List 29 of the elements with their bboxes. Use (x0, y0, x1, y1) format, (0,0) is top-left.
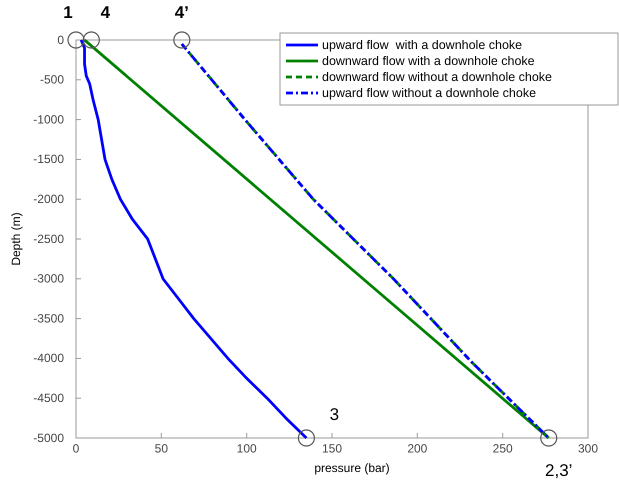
y-tick-label: -3000 (33, 272, 64, 286)
annotation: 4 (100, 3, 111, 22)
annotation: 2,3’ (545, 461, 572, 480)
x-tick-label: 300 (578, 442, 598, 456)
x-tick-label: 0 (72, 442, 80, 456)
y-tick-label: -5000 (33, 430, 64, 445)
legend-label: downward flow without a downhole choke (322, 70, 552, 84)
x-tick-label: 250 (492, 442, 513, 456)
annotation: 3 (330, 405, 340, 424)
x-tick-label: 200 (407, 442, 428, 456)
y-tick-label: -4500 (33, 391, 64, 406)
x-tick-label: 100 (236, 442, 257, 456)
legend-label: upward flow with a downhole choke (322, 38, 522, 52)
y-tick-label: -1000 (33, 112, 64, 126)
annotation: 4’ (174, 3, 189, 22)
y-tick-label: 0 (57, 32, 64, 47)
y-tick-label: -2000 (33, 192, 64, 206)
y-tick-label: -3500 (33, 311, 64, 326)
y-axis-title: Depth (m) (9, 212, 23, 266)
annotation: 1 (63, 3, 73, 22)
legend-label: downward flow with a downhole choke (322, 54, 535, 68)
y-tick-label: -500 (40, 72, 64, 87)
y-tick-label: -4000 (33, 351, 64, 366)
y-tick-label: -2500 (33, 232, 64, 246)
x-tick-label: 50 (154, 442, 168, 456)
y-tick-label: -1500 (33, 152, 64, 166)
x-axis-title: pressure (bar) (314, 461, 390, 475)
x-tick-label: 150 (322, 442, 342, 456)
legend-label: upward flow without a downhole choke (322, 86, 536, 100)
